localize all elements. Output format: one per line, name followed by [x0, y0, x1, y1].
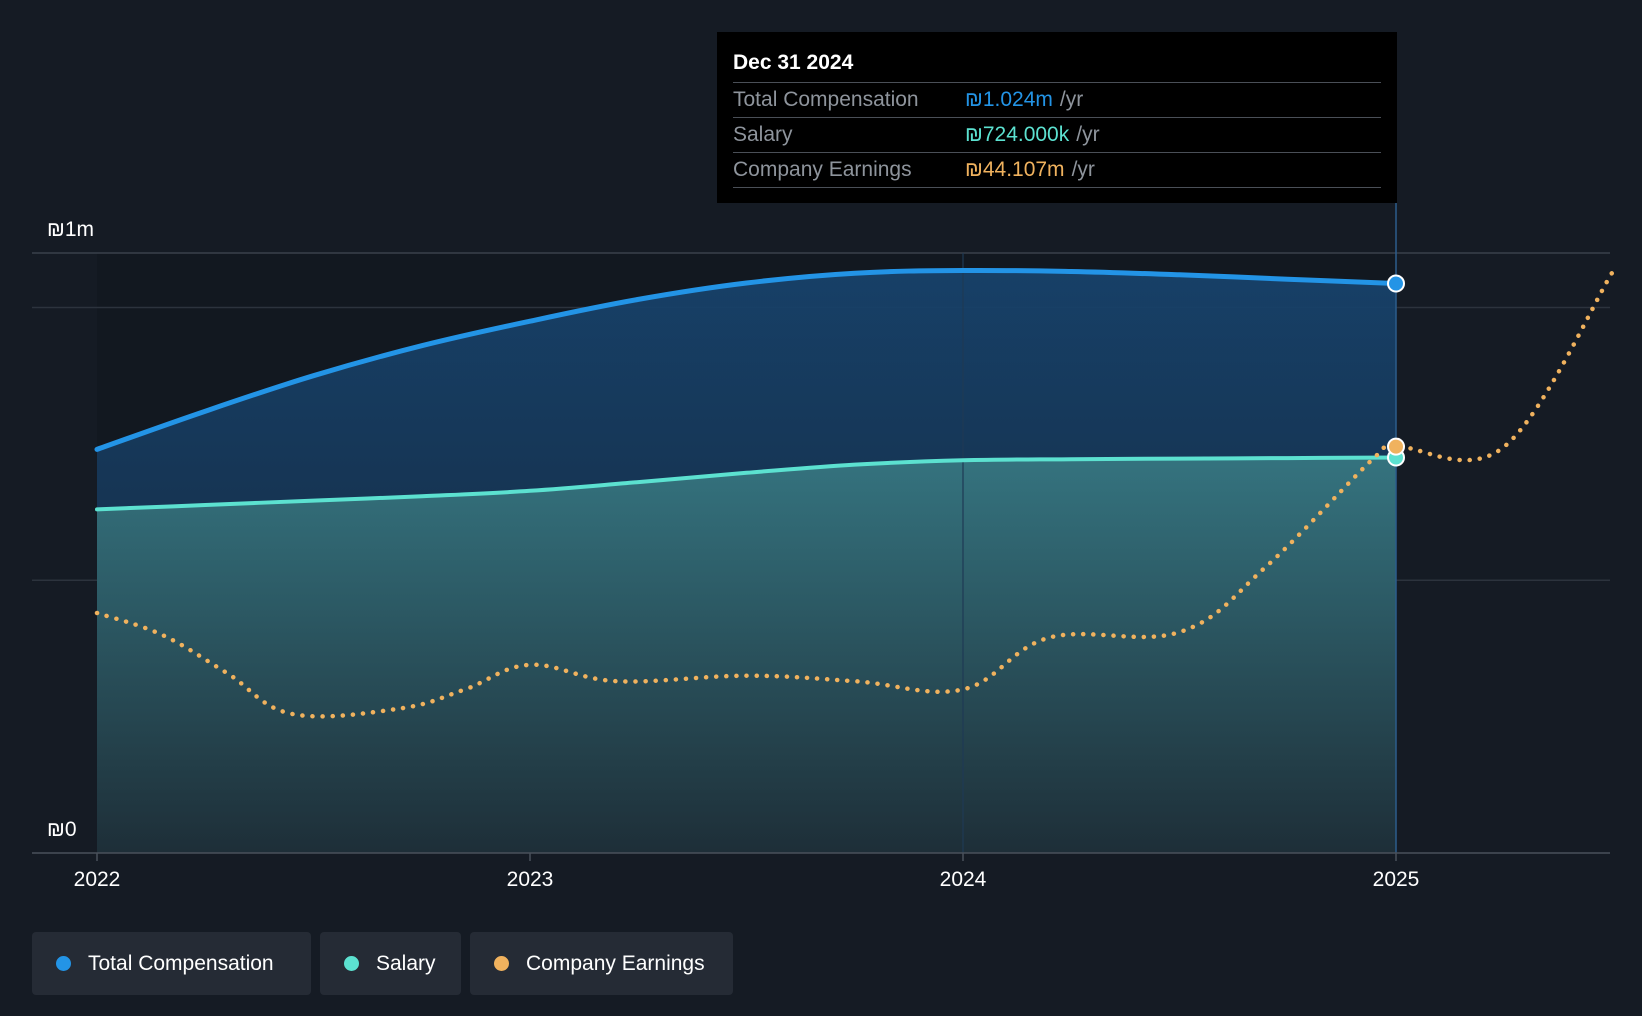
salary-area: [97, 457, 1396, 853]
legend-dot-icon: [56, 956, 71, 971]
legend-label: Total Compensation: [88, 951, 274, 975]
marker-layer: [1387, 274, 1405, 467]
salary-line: [95, 455, 1398, 512]
tooltip-row-company-earnings: Company Earnings ₪44.107m /yr: [733, 153, 1381, 188]
line-layer: [94, 267, 1615, 719]
legend: Total Compensation Salary Company Earnin…: [32, 932, 733, 995]
legend-item-salary[interactable]: Salary: [320, 932, 461, 995]
tooltip-value: ₪1.024m: [965, 88, 1053, 111]
legend-item-total-compensation[interactable]: Total Compensation: [32, 932, 311, 995]
legend-dot-icon: [494, 956, 509, 971]
tooltip-value: ₪44.107m: [965, 158, 1065, 181]
tooltip-unit: /yr: [1059, 88, 1084, 111]
tooltip: Dec 31 2024 Total Compensation ₪1.024m /…: [717, 32, 1397, 203]
tooltip-label: Salary: [733, 123, 793, 146]
area-layer: [97, 203, 1397, 854]
tooltip-unit: /yr: [1071, 158, 1095, 181]
x-tick-label: 2024: [940, 868, 987, 891]
tooltip-label: Total Compensation: [733, 88, 919, 111]
x-tick-label: 2022: [74, 868, 121, 891]
tooltip-unit: /yr: [1076, 123, 1100, 146]
company-earnings-end-marker: [1387, 437, 1405, 456]
tooltip-date: Dec 31 2024: [733, 46, 1381, 83]
y-axis-top-label: ₪1m: [47, 218, 94, 241]
total-compensation-line: [94, 267, 1399, 452]
x-tick-label: 2023: [507, 868, 554, 891]
tooltip-value: ₪724.000k: [965, 123, 1070, 146]
legend-label: Company Earnings: [526, 951, 705, 975]
total-compensation-end-marker: [1387, 274, 1405, 293]
tooltip-row-salary: Salary ₪724.000k /yr: [733, 118, 1381, 153]
axis-layer: 2022 2023 2024 2025: [32, 852, 1610, 891]
legend-label: Salary: [376, 951, 436, 975]
tooltip-row-total-compensation: Total Compensation ₪1.024m /yr: [733, 83, 1381, 118]
x-tick-label: 2025: [1373, 868, 1420, 891]
y-axis-bottom-label: ₪0: [47, 818, 77, 841]
legend-dot-icon: [344, 956, 359, 971]
legend-item-company-earnings[interactable]: Company Earnings: [470, 932, 733, 995]
tooltip-label: Company Earnings: [733, 158, 912, 181]
